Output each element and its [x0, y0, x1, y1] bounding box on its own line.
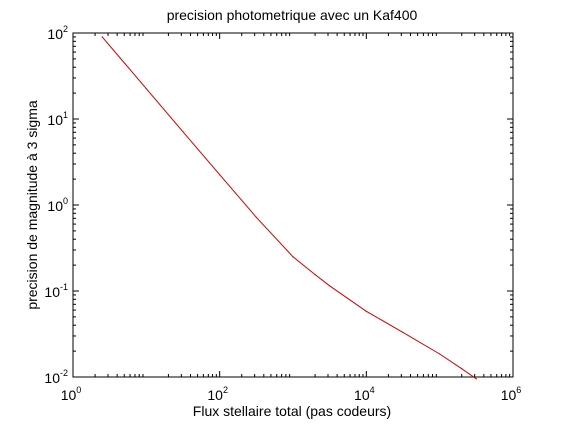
x-tick-label: 104 [354, 385, 375, 403]
x-tick-label: 102 [207, 385, 228, 403]
data-point [402, 331, 404, 333]
x-axis-label: Flux stellaire total (pas codeurs) [193, 403, 391, 419]
data-point [219, 174, 221, 176]
series-layer [101, 36, 477, 380]
y-tick-label: 10-1 [44, 282, 68, 300]
y-tick-label: 101 [47, 110, 68, 128]
y-tick-label: 102 [47, 24, 68, 42]
x-tick-label: 106 [501, 385, 522, 403]
y-axis-label: precision de magnitude à 3 sigma [24, 100, 40, 310]
data-point [182, 131, 184, 133]
series-line [101, 36, 477, 380]
data-point [439, 353, 441, 355]
data-point [365, 310, 367, 312]
y-tick-label: 10-2 [44, 368, 68, 386]
plot-frame [72, 32, 514, 378]
data-point [255, 216, 257, 218]
data-point [101, 36, 103, 38]
y-tick-label: 100 [47, 196, 68, 214]
data-point [329, 285, 331, 287]
data-point [475, 378, 477, 380]
tick-labels-layer: 100 102 104 106 10-2 10-1 100 101 102 [44, 24, 521, 403]
ticks-layer [72, 32, 514, 378]
x-tick-label: 100 [61, 385, 82, 403]
data-point [314, 274, 316, 276]
chart-title: precision photometrique avec un Kaf400 [167, 7, 418, 23]
data-point [292, 256, 294, 258]
data-point [461, 368, 463, 370]
data-point [145, 88, 147, 90]
